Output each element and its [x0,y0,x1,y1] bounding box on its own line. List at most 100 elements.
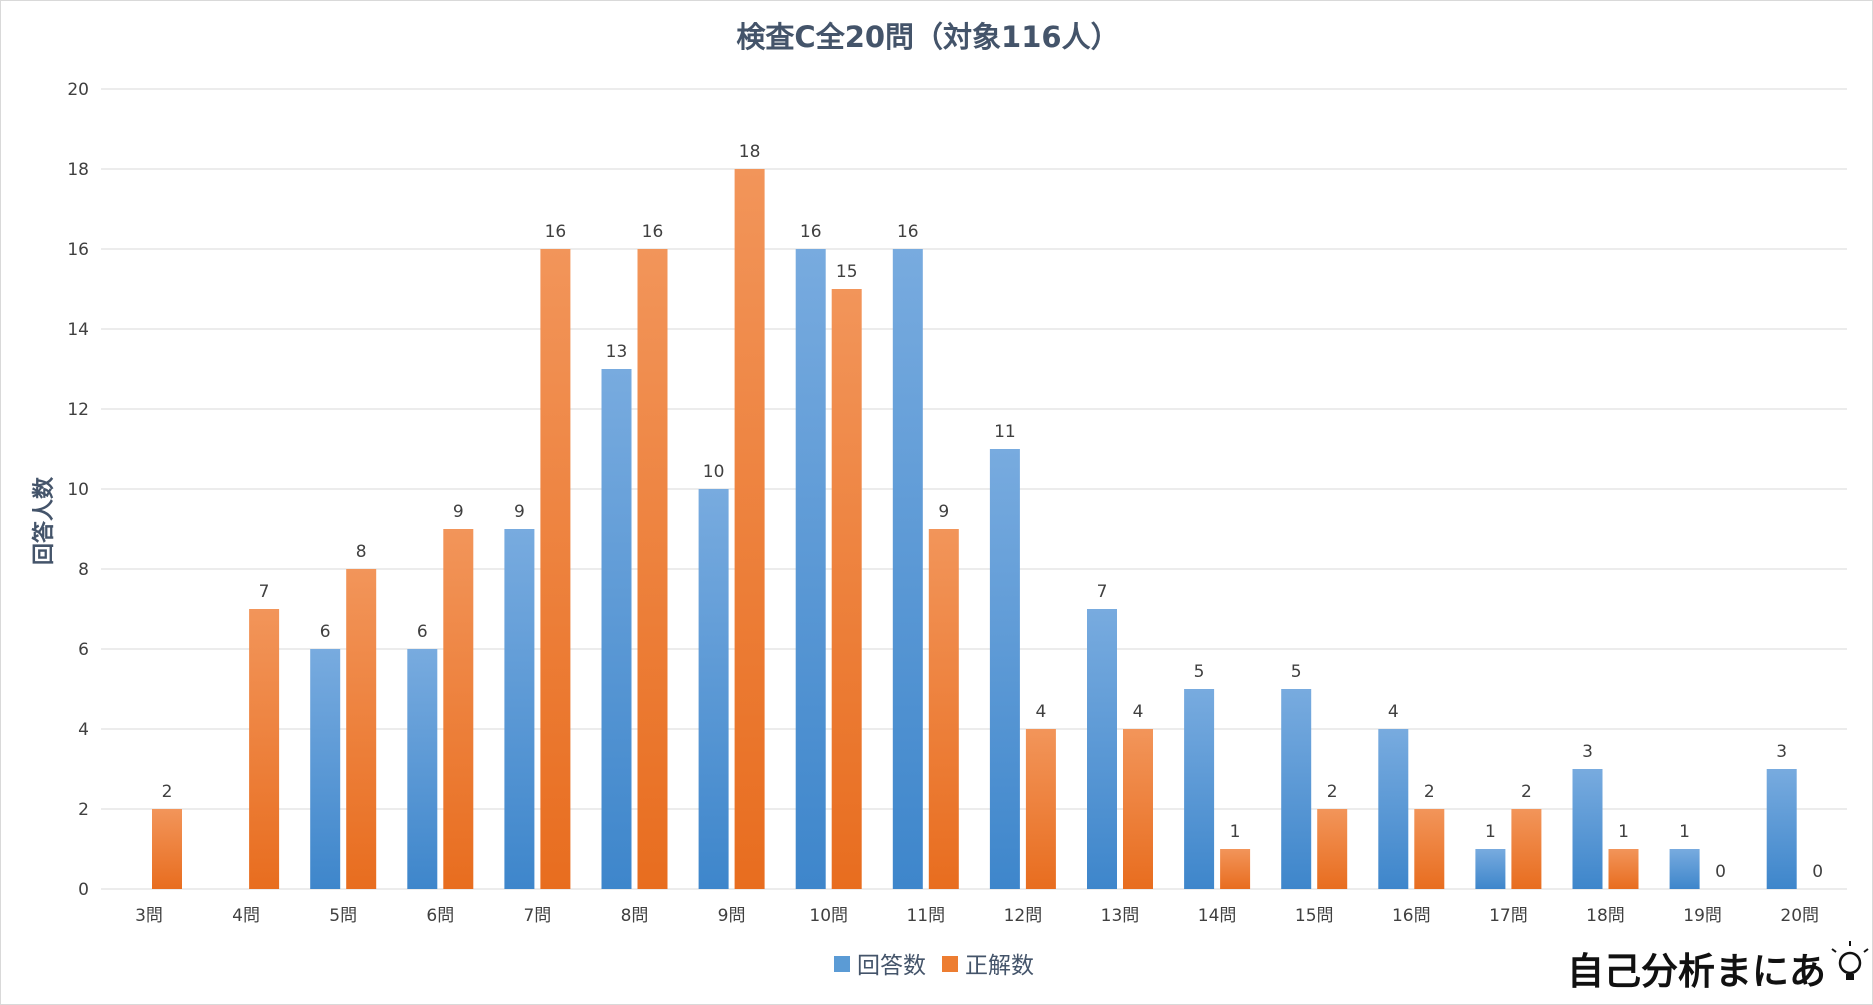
data-label-correct: 1 [1618,822,1629,842]
y-tick-label: 4 [78,720,89,740]
bar-answer [504,529,535,889]
data-label-answer: 3 [1776,742,1787,762]
y-tick-label: 10 [67,480,89,500]
x-tick-label: 7問 [523,906,551,926]
data-label-answer: 1 [1679,822,1690,842]
data-label-correct: 16 [545,222,567,242]
bar-answer [407,649,438,889]
bar-correct [152,809,182,889]
data-label-correct: 9 [453,502,464,522]
data-label-correct: 2 [1521,782,1532,802]
data-label-answer: 16 [800,222,822,242]
data-label-correct: 7 [259,582,270,602]
y-tick-label: 14 [67,320,89,340]
x-tick-label: 20問 [1780,906,1819,926]
x-tick-label: 19問 [1683,906,1722,926]
data-label-correct: 0 [1715,862,1726,882]
brand-logo-text: 自己分析まにあ [1567,950,1826,993]
y-tick-label: 0 [78,880,89,900]
gridlines [101,88,1847,890]
data-label-answer: 13 [606,342,628,362]
bar-correct [734,169,765,889]
data-label-answer: 9 [514,502,525,522]
x-tick-label: 4問 [232,906,260,926]
bar-correct [249,609,280,889]
x-axis-ticks: 3問 4問 5問 6問 7問 8問 9問 10問 11問 12問 13問 14問 15問 16問 17問 18… [135,906,1819,926]
x-tick-label: 5問 [329,906,357,926]
bar-answer [1087,609,1117,889]
y-axis-ticks: 0 2 4 6 8 10 12 14 16 18 20 [67,80,89,900]
bar-correct [1608,849,1639,889]
bar-answer [1572,769,1603,889]
legend-swatch-correct [942,956,958,972]
legend: 回答数 正解数 [834,953,1034,979]
bar-correct [1220,849,1251,889]
bar-correct [1025,729,1056,889]
brand-logo: 自己分析まにあ [1567,941,1869,993]
data-label-answer: 7 [1097,582,1108,602]
x-tick-label: 3問 [135,906,163,926]
data-label-answer: 3 [1582,742,1593,762]
data-label-correct: 9 [938,502,949,522]
y-tick-label: 16 [67,240,89,260]
x-tick-label: 8問 [621,906,649,926]
y-tick-label: 18 [67,160,89,180]
legend-swatch-answer [834,956,850,972]
data-label-answer: 4 [1388,702,1399,722]
data-label-correct: 15 [836,262,858,282]
bar-answer [601,369,632,889]
y-tick-label: 8 [78,560,89,580]
data-label-answer: 6 [320,622,331,642]
bar-answer [795,249,826,889]
bar-correct [637,249,668,889]
x-tick-label: 12問 [1004,906,1043,926]
data-label-correct: 18 [739,142,761,162]
x-tick-label: 16問 [1392,906,1431,926]
y-tick-label: 12 [67,400,89,420]
data-label-correct: 4 [1035,702,1046,722]
data-label-correct: 2 [1327,782,1338,802]
y-tick-label: 20 [67,80,89,100]
lightbulb-icon [1831,941,1869,980]
data-label-correct: 2 [162,782,173,802]
data-label-answer: 10 [703,462,725,482]
data-label-correct: 8 [356,542,367,562]
data-label-answer: 11 [994,422,1016,442]
x-tick-label: 15問 [1295,906,1334,926]
data-label-correct: 2 [1424,782,1435,802]
x-tick-label: 13問 [1101,906,1140,926]
bar-answer [1378,729,1409,889]
bar-answer [1669,849,1700,889]
legend-label-correct: 正解数 [965,953,1034,979]
y-tick-label: 6 [78,640,89,660]
legend-label-answer: 回答数 [857,953,926,979]
data-label-correct: 4 [1133,702,1144,722]
bar-answer [310,649,341,889]
bar-answer [698,489,729,889]
x-tick-label: 6問 [426,906,454,926]
x-tick-label: 18問 [1586,906,1625,926]
bar-correct [928,529,959,889]
data-label-answer: 5 [1194,662,1205,682]
bar-correct [1317,809,1348,889]
data-label-answer: 1 [1485,822,1496,842]
bar-correct [443,529,474,889]
data-label-correct: 16 [642,222,664,242]
bar-correct [1511,809,1542,889]
bar-answer [1184,689,1215,889]
data-label-answer: 6 [417,622,428,642]
bar-series [152,169,1797,889]
x-tick-label: 11問 [906,906,945,926]
x-tick-label: 9問 [718,906,746,926]
bar-answer [1766,769,1797,889]
bar-answer [989,449,1020,889]
bar-correct [1123,729,1153,889]
y-tick-label: 2 [78,800,89,820]
data-label-correct: 0 [1812,862,1823,882]
bar-correct [1414,809,1445,889]
bar-answer [892,249,923,889]
bar-correct [540,249,571,889]
data-label-correct: 1 [1230,822,1241,842]
bar-answer [1281,689,1312,889]
